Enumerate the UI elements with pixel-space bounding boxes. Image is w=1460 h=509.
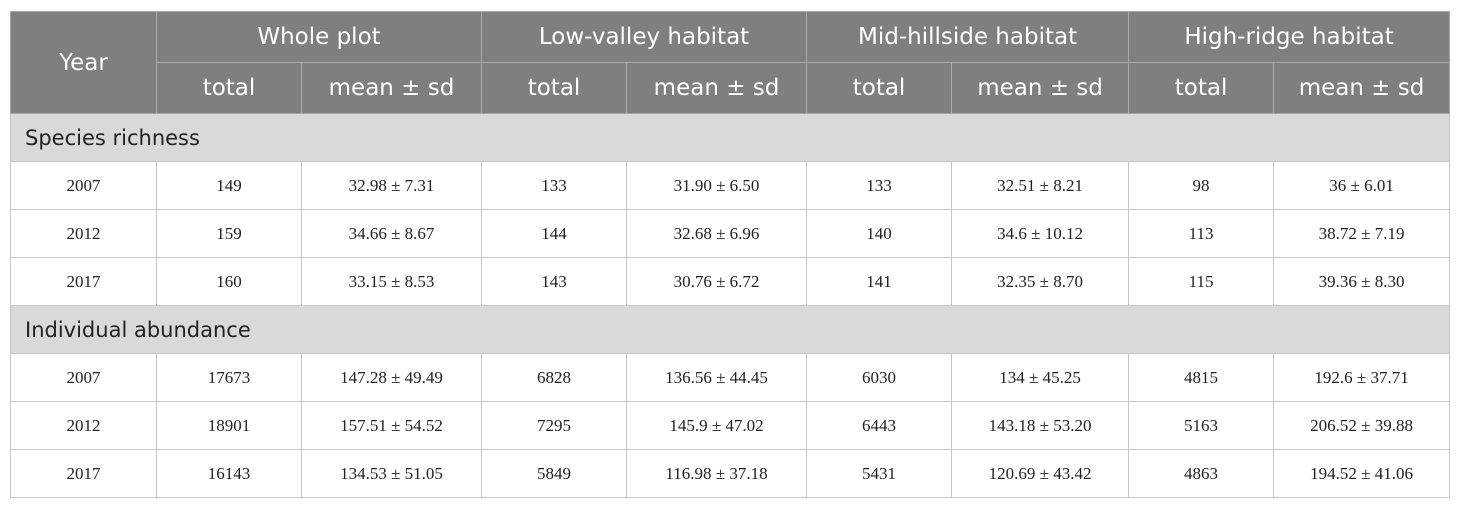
year-cell: 2017 [10,449,157,498]
value-cell: 157.51 ± 54.52 [300,401,483,450]
year-cell: 2017 [10,257,157,306]
section-title: Species richness [9,113,1451,162]
table-head: Year Whole plot Low-valley habitat Mid-hill… [10,11,1451,114]
value-cell: 144 [481,209,628,258]
value-cell: 5849 [481,449,628,498]
value-cell: 36 ± 6.01 [1273,161,1451,210]
year-cell: 2007 [10,161,157,210]
section-title: Individual abundance [9,305,1451,354]
value-cell: 6828 [481,353,628,402]
subheader: mean ± sd [951,62,1130,114]
value-cell: 143.18 ± 53.20 [951,401,1130,450]
subheader: total [481,62,628,114]
value-cell: 16143 [156,449,302,498]
value-cell: 98 [1128,161,1275,210]
data-row: 2017 16143 134.53 ± 51.05 5849 116.98 ± 37.1… [10,449,1451,498]
value-cell: 33.15 ± 8.53 [300,257,483,306]
value-cell: 143 [481,257,628,306]
value-cell: 192.6 ± 37.71 [1273,353,1451,402]
value-cell: 30.76 ± 6.72 [626,257,808,306]
value-cell: 32.35 ± 8.70 [951,257,1130,306]
value-cell: 194.52 ± 41.06 [1273,449,1451,498]
value-cell: 113 [1128,209,1275,258]
value-cell: 31.90 ± 6.50 [626,161,808,210]
year-header: Year [10,11,157,114]
value-cell: 4863 [1128,449,1275,498]
table-body: Species richness 2007 149 32.98 ± 7.31 133 31… [9,113,1451,498]
group-header: Whole plot [155,11,483,63]
value-cell: 5163 [1128,401,1275,450]
subheader: mean ± sd [626,62,808,114]
value-cell: 160 [156,257,302,306]
value-cell: 34.66 ± 8.67 [300,209,483,258]
header-row: Year Whole plot Low-valley habitat Mid-hill… [10,11,1451,114]
data-row: 2012 18901 157.51 ± 54.52 7295 145.9 ± 47.02… [10,401,1451,450]
value-cell: 115 [1128,257,1275,306]
value-cell: 120.69 ± 43.42 [951,449,1130,498]
group-header: High-ridge habitat [1128,11,1451,63]
value-cell: 136.56 ± 44.45 [626,353,808,402]
group-header: Low-valley habitat [481,11,808,63]
value-cell: 32.68 ± 6.96 [626,209,808,258]
value-cell: 134 ± 45.25 [951,353,1130,402]
value-cell: 38.72 ± 7.19 [1273,209,1451,258]
value-cell: 206.52 ± 39.88 [1273,401,1451,450]
value-cell: 145.9 ± 47.02 [626,401,808,450]
data-row: 2012 159 34.66 ± 8.67 144 32.68 ± 6.96 140 34.… [10,209,1451,258]
value-cell: 116.98 ± 37.18 [626,449,808,498]
value-cell: 32.51 ± 8.21 [951,161,1130,210]
value-cell: 5431 [806,449,953,498]
data-table: Year Whole plot Low-valley habitat Mid-hill… [9,11,1451,498]
year-cell: 2012 [10,401,157,450]
subheader: total [156,62,302,114]
value-cell: 32.98 ± 7.31 [300,161,483,210]
table-wrap: Year Whole plot Low-valley habitat Mid-hill… [9,11,1451,498]
value-cell: 133 [481,161,628,210]
value-cell: 6443 [806,401,953,450]
value-cell: 159 [156,209,302,258]
value-cell: 141 [806,257,953,306]
value-cell: 6030 [806,353,953,402]
year-cell: 2012 [10,209,157,258]
data-row: 2007 17673 147.28 ± 49.49 6828 136.56 ± 44.4… [10,353,1451,402]
subheader: mean ± sd [1273,62,1451,114]
subheader: mean ± sd [300,62,483,114]
data-row: 2017 160 33.15 ± 8.53 143 30.76 ± 6.72 141 32.… [10,257,1451,306]
group-header: Mid-hillside habitat [806,11,1130,63]
section-row: Individual abundance [9,305,1451,354]
value-cell: 34.6 ± 10.12 [951,209,1130,258]
value-cell: 133 [806,161,953,210]
value-cell: 7295 [481,401,628,450]
subheader: total [1128,62,1275,114]
data-row: 2007 149 32.98 ± 7.31 133 31.90 ± 6.50 133 32.… [10,161,1451,210]
value-cell: 149 [156,161,302,210]
value-cell: 134.53 ± 51.05 [300,449,483,498]
value-cell: 17673 [156,353,302,402]
subheader: total [806,62,953,114]
subheader-row: total mean ± sd total mean ± sd total mean ± … [11,62,1451,114]
section-row: Species richness [9,113,1451,162]
value-cell: 39.36 ± 8.30 [1273,257,1451,306]
value-cell: 140 [806,209,953,258]
value-cell: 18901 [156,401,302,450]
value-cell: 4815 [1128,353,1275,402]
value-cell: 147.28 ± 49.49 [300,353,483,402]
year-cell: 2007 [10,353,157,402]
